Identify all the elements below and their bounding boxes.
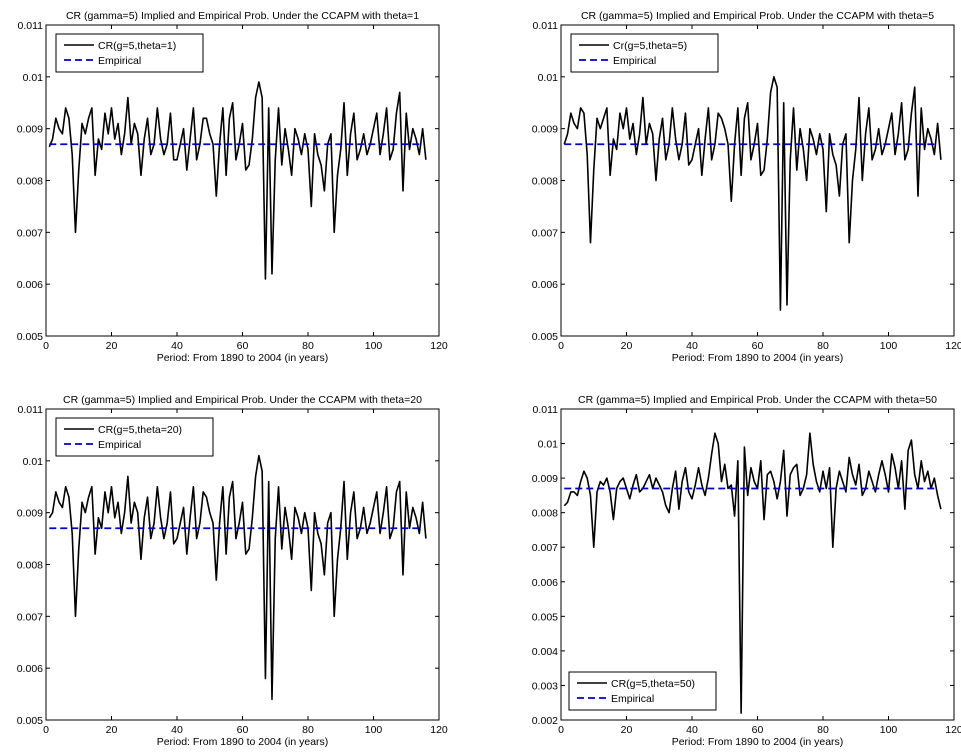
chart-theta-50: CR (gamma=5) Implied and Empirical Prob.… <box>532 394 961 748</box>
plot-area <box>45 24 440 337</box>
x-tick-label: 40 <box>686 340 698 352</box>
legend: CR(g=5,theta=1) Empirical <box>55 33 204 73</box>
legend-entry-label: Empirical <box>613 55 656 67</box>
chart-title: CR (gamma=5) Implied and Empirical Prob.… <box>63 394 422 406</box>
x-tick-label: 20 <box>106 724 118 736</box>
x-tick-label: 120 <box>430 724 448 736</box>
legend-box <box>55 417 214 457</box>
legend-box <box>55 33 204 73</box>
x-tick-label: 40 <box>171 340 183 352</box>
y-tick-label: 0.009 <box>532 473 558 485</box>
legend: CR(g=5,theta=50) Empirical <box>568 671 717 711</box>
x-tick-label: 120 <box>430 340 448 352</box>
x-axis-label: Period: From 1890 to 2004 (in years) <box>157 352 329 364</box>
y-tick-label: 0.005 <box>17 331 43 343</box>
y-tick-label: 0.009 <box>532 124 558 136</box>
y-tick-label: 0.009 <box>17 508 43 520</box>
x-tick-label: 80 <box>302 340 314 352</box>
x-tick-label: 60 <box>752 340 764 352</box>
y-tick-label: 0.005 <box>532 611 558 623</box>
chart-title: CR (gamma=5) Implied and Empirical Prob.… <box>66 10 419 22</box>
y-tick-label: 0.006 <box>17 279 43 291</box>
chart-title: CR (gamma=5) Implied and Empirical Prob.… <box>578 394 937 406</box>
y-tick-label: 0.011 <box>533 20 559 32</box>
y-tick-label: 0.006 <box>17 663 43 675</box>
x-tick-label: 0 <box>558 724 564 736</box>
legend-entry-label: CR(g=5,theta=20) <box>98 424 182 436</box>
x-tick-label: 60 <box>237 724 249 736</box>
y-tick-label: 0.002 <box>532 715 558 727</box>
y-tick-label: 0.005 <box>532 331 558 343</box>
legend: CR(g=5,theta=20) Empirical <box>55 417 214 457</box>
legend-box <box>568 671 717 711</box>
y-tick-label: 0.007 <box>532 542 558 554</box>
y-tick-label: 0.003 <box>532 680 558 692</box>
y-tick-label: 0.011 <box>18 404 44 416</box>
plot-area <box>45 408 440 721</box>
x-axis-label: Period: From 1890 to 2004 (in years) <box>672 352 844 364</box>
x-tick-label: 0 <box>43 724 49 736</box>
x-tick-label: 40 <box>686 724 698 736</box>
x-tick-label: 60 <box>752 724 764 736</box>
x-axis-label: Period: From 1890 to 2004 (in years) <box>157 736 329 748</box>
y-tick-label: 0.01 <box>538 72 559 84</box>
y-tick-label: 0.006 <box>532 279 558 291</box>
y-tick-label: 0.01 <box>23 456 44 468</box>
plot-area <box>560 408 955 721</box>
y-tick-label: 0.007 <box>532 227 558 239</box>
y-tick-label: 0.006 <box>532 577 558 589</box>
series-line-model <box>48 81 427 280</box>
x-tick-label: 100 <box>880 340 898 352</box>
y-tick-label: 0.008 <box>532 176 558 188</box>
y-tick-label: 0.007 <box>17 611 43 623</box>
x-tick-label: 80 <box>817 724 829 736</box>
chart-theta-20: CR (gamma=5) Implied and Empirical Prob.… <box>17 394 448 748</box>
legend-entry-label: Empirical <box>98 55 141 67</box>
x-tick-label: 120 <box>945 340 961 352</box>
legend-box <box>570 33 719 73</box>
series-line-model <box>563 432 942 714</box>
chart-theta-1: CR (gamma=5) Implied and Empirical Prob.… <box>17 10 448 364</box>
x-tick-label: 100 <box>365 340 383 352</box>
legend: Cr(g=5,theta=5) Empirical <box>570 33 719 73</box>
legend-entry-label: Empirical <box>98 439 141 451</box>
legend-entry-label: CR(g=5,theta=50) <box>611 678 695 690</box>
y-tick-label: 0.011 <box>18 20 44 32</box>
chart-theta-5: CR (gamma=5) Implied and Empirical Prob.… <box>532 10 961 364</box>
legend-entry-label: Empirical <box>611 693 654 705</box>
series-line-model <box>563 76 942 311</box>
y-tick-label: 0.011 <box>533 404 559 416</box>
x-tick-label: 0 <box>43 340 49 352</box>
y-tick-label: 0.005 <box>17 715 43 727</box>
y-tick-label: 0.009 <box>17 124 43 136</box>
x-tick-label: 80 <box>817 340 829 352</box>
y-tick-label: 0.008 <box>17 560 43 572</box>
x-tick-label: 80 <box>302 724 314 736</box>
x-tick-label: 120 <box>945 724 961 736</box>
y-tick-label: 0.008 <box>17 176 43 188</box>
x-tick-label: 60 <box>237 340 249 352</box>
legend-entry-label: CR(g=5,theta=1) <box>98 40 176 52</box>
x-axis-label: Period: From 1890 to 2004 (in years) <box>672 736 844 748</box>
x-tick-label: 100 <box>365 724 383 736</box>
y-tick-label: 0.008 <box>532 508 558 520</box>
chart-title: CR (gamma=5) Implied and Empirical Prob.… <box>581 10 934 22</box>
y-tick-label: 0.007 <box>17 227 43 239</box>
x-tick-label: 20 <box>621 340 633 352</box>
y-tick-label: 0.01 <box>538 439 559 451</box>
x-tick-label: 20 <box>621 724 633 736</box>
y-tick-label: 0.004 <box>532 646 558 658</box>
x-tick-label: 20 <box>106 340 118 352</box>
x-tick-label: 40 <box>171 724 183 736</box>
x-tick-label: 100 <box>880 724 898 736</box>
x-tick-label: 0 <box>558 340 564 352</box>
y-tick-label: 0.01 <box>23 72 44 84</box>
legend-entry-label: Cr(g=5,theta=5) <box>613 40 687 52</box>
series-line-model <box>48 454 427 701</box>
